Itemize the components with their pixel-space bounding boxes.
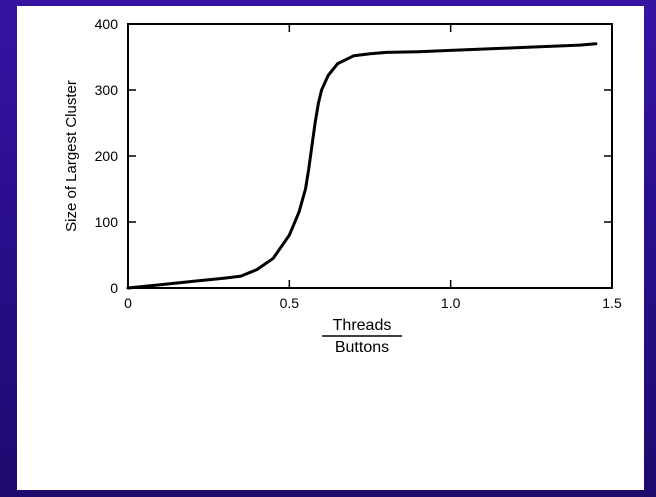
y-tick-label: 400 bbox=[95, 16, 119, 32]
plot-frame bbox=[127, 23, 613, 289]
y-tick-label: 200 bbox=[95, 148, 119, 164]
x-axis-label-denominator: Buttons bbox=[335, 339, 389, 356]
x-axis-label-numerator: Threads bbox=[333, 317, 392, 334]
x-tick-label: 0 bbox=[124, 295, 132, 311]
figure-panel bbox=[17, 6, 644, 490]
y-tick-label: 100 bbox=[95, 214, 119, 230]
y-tick-label: 300 bbox=[95, 82, 119, 98]
y-tick-label: 0 bbox=[110, 280, 118, 296]
x-tick-label: 0.5 bbox=[280, 295, 300, 311]
x-tick-label: 1.0 bbox=[441, 295, 461, 311]
y-axis-label: Size of Largest Cluster bbox=[63, 80, 80, 232]
series-line bbox=[126, 42, 598, 290]
x-tick-label: 1.5 bbox=[602, 295, 622, 311]
